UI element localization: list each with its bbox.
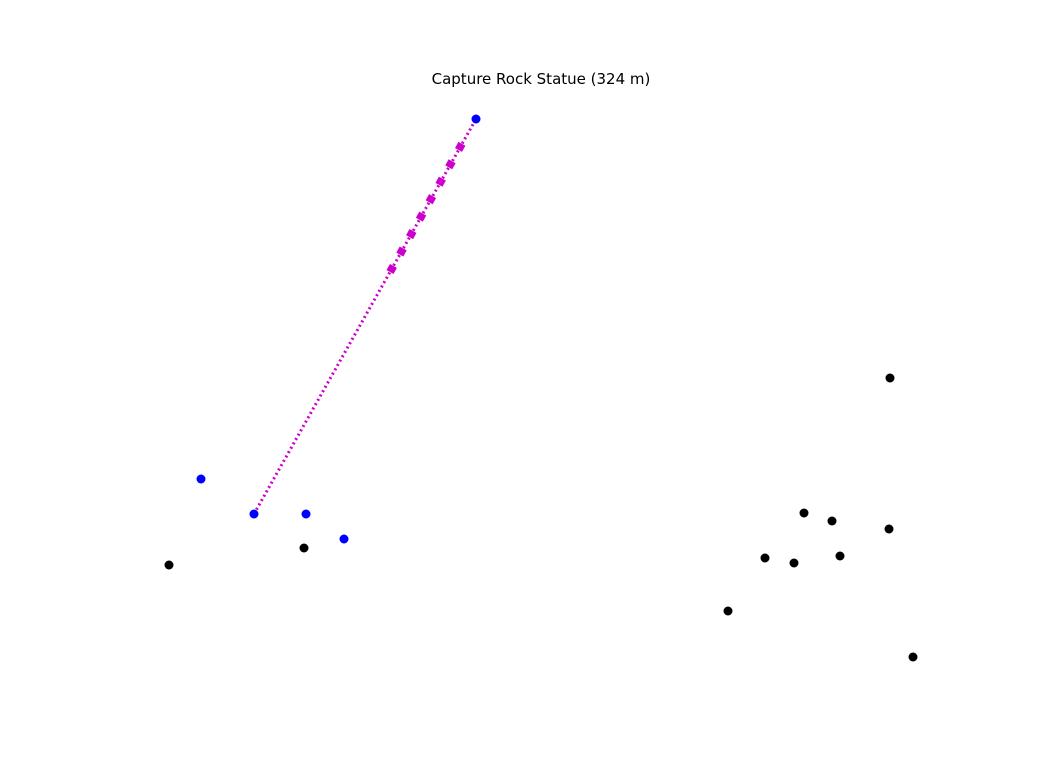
ally-unit[interactable] [339, 534, 349, 544]
objective-title: Capture Rock Statue (324 m) [432, 70, 651, 88]
enemy-unit[interactable] [164, 560, 174, 570]
enemy-unit[interactable] [908, 652, 918, 662]
ally-unit[interactable] [249, 509, 259, 519]
rock-statue-target[interactable] [471, 114, 481, 124]
enemy-unit[interactable] [885, 373, 895, 383]
enemy-unit[interactable] [299, 543, 309, 553]
enemy-unit[interactable] [789, 558, 799, 568]
movement-path-progress [386, 131, 472, 274]
enemy-unit[interactable] [884, 524, 894, 534]
enemy-unit[interactable] [835, 551, 845, 561]
ally-unit[interactable] [196, 474, 206, 484]
enemy-unit[interactable] [760, 553, 770, 563]
enemy-unit[interactable] [827, 516, 837, 526]
enemy-unit[interactable] [799, 508, 809, 518]
units-layer [164, 114, 918, 662]
enemy-unit[interactable] [723, 606, 733, 616]
ally-unit[interactable] [301, 509, 311, 519]
movement-path [252, 118, 478, 515]
